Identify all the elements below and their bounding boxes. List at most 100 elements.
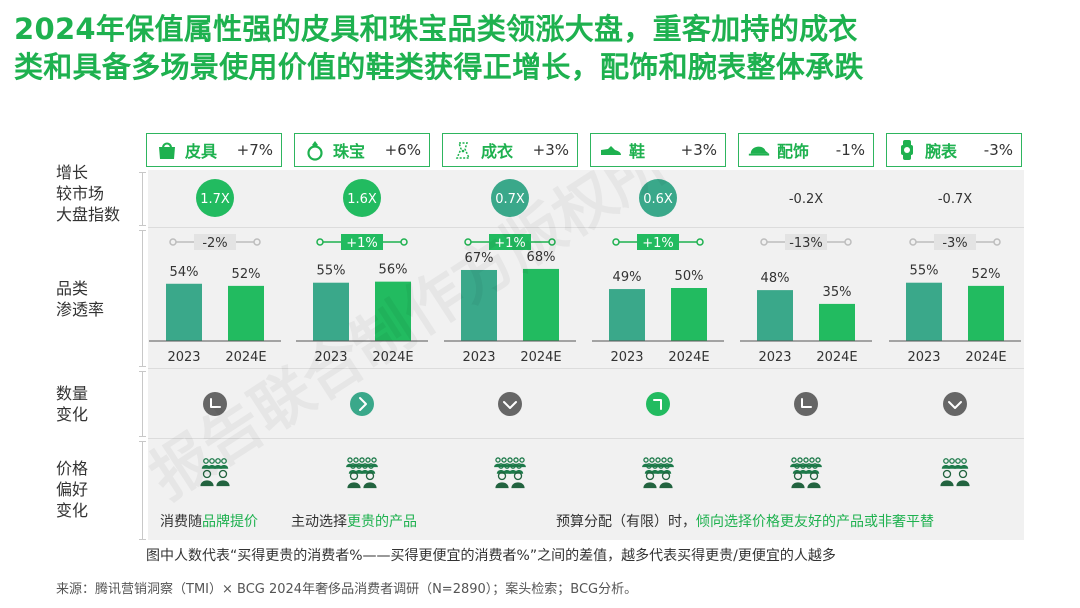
price-text-plain: 主动选择 [291, 514, 347, 530]
diff-dot [169, 238, 177, 246]
person-body [219, 465, 229, 469]
diff-label: -13% [789, 236, 823, 251]
person-body [347, 482, 361, 489]
person-head [510, 463, 516, 469]
person-head [368, 463, 374, 469]
source-note: 来源：腾讯营销洞察（TMI）× BCG 2024年奢侈品消费者调研（N=2890… [56, 582, 638, 597]
watch-icon [895, 140, 919, 160]
bar-2024e [375, 281, 411, 341]
x-tick-label: 2023 [167, 350, 200, 365]
person-head [516, 463, 522, 469]
down-arrow-icon [943, 392, 967, 416]
quantity-arrow [359, 397, 367, 411]
people-group-icon [200, 458, 230, 487]
growth-index-circle [196, 179, 234, 217]
row-label-line: 渗透率 [56, 300, 105, 319]
quantity-arrow [210, 398, 221, 408]
diff-badge [489, 234, 531, 250]
category-name: 腕表 [925, 142, 958, 161]
row-label-line: 变化 [56, 501, 89, 520]
diff-dot [993, 238, 1001, 246]
quantity-circle [794, 392, 818, 416]
category-name: 鞋 [629, 142, 646, 161]
quantity-arrow [503, 401, 517, 409]
bar-2023 [906, 282, 942, 341]
x-tick-label: 2023 [314, 350, 347, 365]
bar-2023 [757, 290, 793, 341]
price-text-jewelry: 主动选择更贵的产品 [291, 514, 417, 530]
person-body [216, 480, 230, 487]
diff-badge [637, 234, 679, 250]
row-label-growth: 增长 较市场 大盘指数 [56, 162, 120, 225]
price-text-highlight: 品牌提价 [202, 513, 258, 530]
diff-badge [341, 234, 383, 250]
person-head [803, 457, 809, 463]
x-tick-label: 2024E [225, 350, 266, 365]
row-label-line: 价格 [56, 459, 89, 478]
bar-2024e [228, 285, 264, 341]
person-head [209, 458, 215, 464]
person-head [495, 457, 501, 463]
quantity-arrow [801, 398, 812, 408]
person-head [365, 457, 371, 463]
row-bracket [142, 230, 143, 366]
bar-2024e [819, 303, 855, 341]
down-arrow-icon [498, 392, 522, 416]
row-divider [148, 368, 1024, 369]
person-head [664, 463, 670, 469]
quantity-circle [203, 392, 227, 416]
person-head [809, 471, 819, 481]
quantity-circle [943, 392, 967, 416]
diff-dot [760, 238, 768, 246]
x-tick-label: 2024E [816, 350, 857, 365]
shoe-icon [599, 140, 623, 160]
row-divider [148, 227, 1024, 228]
bracket-tick [139, 441, 146, 442]
diff-badge [785, 234, 827, 250]
person-head [955, 458, 961, 464]
bar-2024e [671, 288, 707, 341]
quantity-arrow [948, 401, 962, 409]
person-head [347, 457, 353, 463]
person-head [501, 457, 507, 463]
person-head [661, 471, 671, 481]
bar-value-label: 55% [910, 264, 939, 279]
x-tick-label: 2023 [758, 350, 791, 365]
person-head [942, 469, 952, 479]
person-head [504, 463, 510, 469]
person-body [959, 465, 969, 469]
people-group-icon [494, 457, 526, 489]
bar-value-label: 67% [465, 251, 494, 266]
person-head [643, 457, 649, 463]
bracket-tick [139, 539, 146, 540]
bar-2024e [523, 268, 559, 341]
quantity-circle [350, 392, 374, 416]
row-label-line: 偏好 [56, 480, 89, 499]
bracket-tick [139, 225, 146, 226]
row-label-line: 大盘指数 [56, 205, 121, 224]
people-group-icon [346, 457, 378, 489]
cap-icon [747, 140, 771, 160]
row-label-line: 数量 [56, 384, 89, 403]
growth-index-circle [639, 179, 677, 217]
x-tick-label: 2024E [372, 350, 413, 365]
category-change: -3% [983, 141, 1013, 159]
person-head [661, 457, 667, 463]
person-body [659, 482, 673, 489]
bar-value-label: 48% [761, 271, 790, 286]
diff-label: -3% [942, 236, 967, 251]
row-label-price: 价格 偏好 变化 [56, 458, 88, 521]
person-body [940, 480, 954, 487]
person-head [812, 463, 818, 469]
diff-dot [548, 238, 556, 246]
price-text-highlight: 更贵的产品 [347, 514, 417, 530]
category-change: +3% [532, 141, 569, 159]
category-change: +6% [384, 141, 421, 159]
person-head [513, 471, 523, 481]
row-bracket [142, 172, 143, 226]
person-head [362, 463, 368, 469]
growth-index-label: -0.7X [938, 192, 972, 207]
person-head [350, 463, 356, 469]
person-body [956, 480, 970, 487]
person-head [655, 457, 661, 463]
